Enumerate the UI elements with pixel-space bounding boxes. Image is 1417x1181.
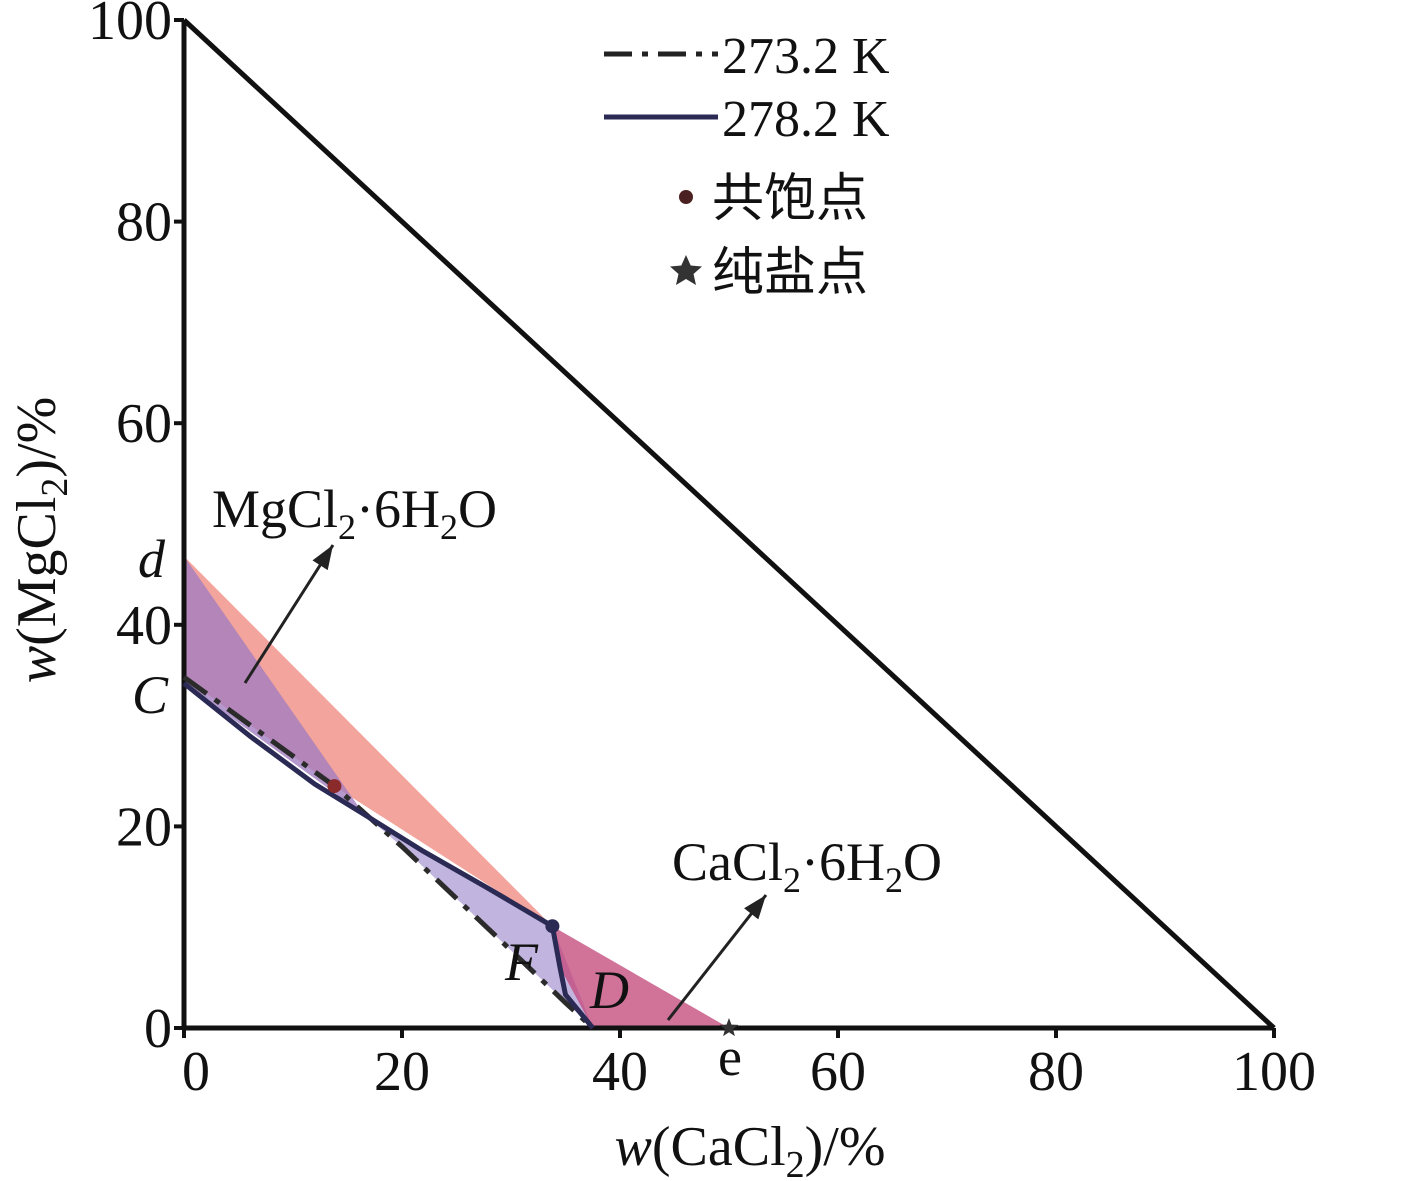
y-tick-label-40: 40	[116, 595, 172, 657]
x-tick-label-60: 60	[810, 1041, 866, 1103]
y-tick-label-100: 100	[88, 0, 172, 52]
cacl2-hydrate-label: CaCl2·6H2O	[672, 832, 942, 900]
y-tick-label-80: 80	[116, 192, 172, 254]
legend-circle-icon	[679, 190, 693, 204]
series-278-line	[182, 681, 595, 1030]
point-label-e: e	[718, 1027, 742, 1087]
x-tick-label-100: 100	[1232, 1041, 1316, 1103]
pure-salt-star-marker	[719, 1018, 739, 1037]
legend-label-cosat: 共饱点	[712, 171, 868, 228]
mgcl2-violet-region	[184, 556, 364, 815]
y-tick-label-0: 0	[144, 998, 172, 1060]
point-label-F: F	[504, 932, 539, 992]
series-273-line	[182, 675, 595, 1030]
legend-label-273: 273.2 K	[722, 28, 890, 85]
regions	[184, 556, 729, 1028]
y-ticks	[174, 18, 184, 1030]
x-axis-title: w(CaCl2)/%	[615, 1116, 886, 1181]
y-tick-label-20: 20	[116, 796, 172, 858]
y-axis-title: w(MgCl2)/%	[6, 397, 76, 684]
co-saturation-point-278	[545, 919, 560, 934]
mgcl2-hydrate-label: MgCl2·6H2O	[212, 479, 497, 547]
legend-label-pure-salt: 纯盐点	[712, 245, 868, 302]
y-tick-labels: 0 20 40 60 80 100	[88, 0, 172, 1060]
triangle-hypotenuse	[182, 18, 1276, 1030]
legend: 273.2 K 278.2 K 共饱点 纯盐点	[604, 28, 890, 302]
x-tick-label-0: 0	[182, 1041, 210, 1103]
point-label-C: C	[132, 665, 169, 725]
y-tick-label-60: 60	[116, 393, 172, 455]
x-tick-labels: 0 20 40 60 80 100	[182, 1041, 1316, 1103]
legend-label-278: 278.2 K	[722, 91, 890, 148]
legend-star-icon	[670, 255, 702, 285]
arrow-mgcl2-head	[312, 545, 333, 571]
arrow-cacl2	[666, 894, 768, 1021]
cacl2-magenta-region	[552, 926, 729, 1028]
arrow-cacl2-head	[744, 895, 766, 920]
point-label-d: d	[138, 529, 166, 589]
arrow-mgcl2	[243, 544, 335, 684]
x-tick-label-80: 80	[1028, 1041, 1084, 1103]
co-saturation-point-273	[327, 779, 342, 794]
x-tick-label-20: 20	[374, 1041, 430, 1103]
salmon-region	[184, 556, 553, 927]
point-label-D: D	[589, 960, 629, 1020]
x-tick-label-40: 40	[592, 1041, 648, 1103]
